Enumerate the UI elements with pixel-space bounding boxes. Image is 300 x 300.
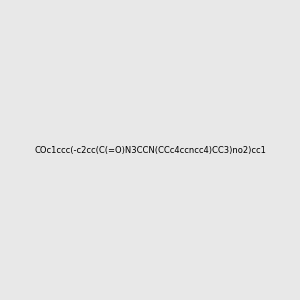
- Text: COc1ccc(-c2cc(C(=O)N3CCN(CCc4ccncc4)CC3)no2)cc1: COc1ccc(-c2cc(C(=O)N3CCN(CCc4ccncc4)CC3)…: [34, 146, 266, 154]
